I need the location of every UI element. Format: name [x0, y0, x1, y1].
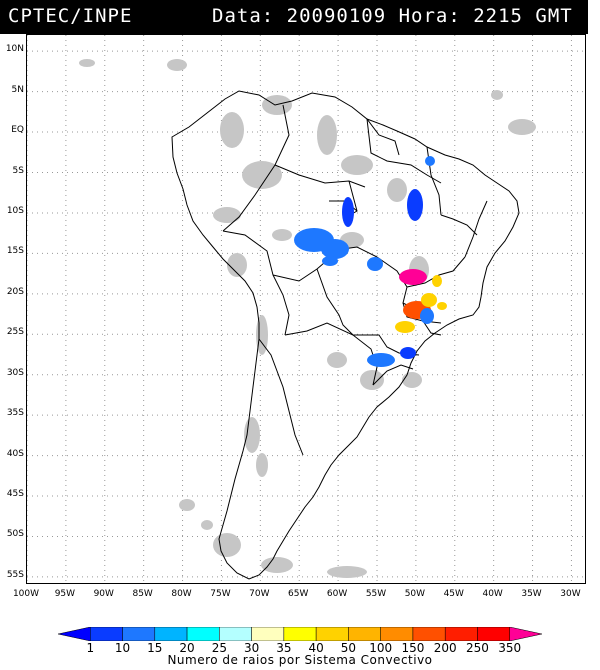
lat-lon-grid [27, 35, 585, 583]
convective-cell [421, 293, 437, 307]
colorbar-segment [412, 627, 446, 641]
lat-label: EQ [11, 125, 24, 136]
lat-label: 55S [6, 569, 24, 580]
colorbar-value: 40 [308, 641, 324, 655]
colorbar-segment [251, 627, 285, 641]
convective-cell [322, 256, 338, 266]
agency-title: CPTEC/INPE [8, 5, 133, 27]
colorbar-caption: Numero de raios por Sistema Convectivo [167, 653, 433, 667]
colorbar-segment [122, 627, 156, 641]
lat-label: 30S [6, 367, 24, 378]
map-canvas [27, 35, 585, 583]
lon-label: 50W [404, 589, 426, 599]
convective-cell [342, 197, 354, 227]
colorbar-value: 10 [114, 641, 131, 655]
lon-label: 35W [521, 589, 542, 599]
lat-label: 35S [6, 408, 24, 419]
lon-label: 85W [132, 589, 153, 599]
colorbar-segment [154, 627, 188, 641]
lon-label: 65W [288, 589, 309, 599]
lon-label: 45W [443, 589, 464, 599]
convective-cell [407, 189, 423, 221]
convective-cells [294, 156, 447, 367]
cloud-cover [79, 59, 536, 578]
lon-label: 55W [365, 589, 387, 599]
convective-cell [367, 353, 395, 367]
colorbar-segment [348, 627, 381, 641]
colorbar-segment [219, 627, 252, 641]
lon-label: 60W [326, 589, 348, 599]
colorbar-segment [283, 627, 317, 641]
lon-label: 40W [482, 589, 503, 599]
colorbar-segment [315, 627, 349, 641]
convective-cell [395, 321, 415, 333]
colorbar-value: 150 [401, 641, 425, 655]
colorbar-value: 250 [466, 641, 489, 655]
colorbar-segment [509, 627, 542, 641]
lat-label: 45S [6, 489, 24, 500]
colorbar-value: 25 [211, 641, 227, 655]
lat-label: 5N [11, 84, 24, 95]
lon-label: 75W [210, 589, 231, 599]
lat-label: 10S [6, 205, 24, 216]
colorbar-segment [90, 627, 123, 641]
convective-cell [432, 275, 442, 287]
datetime-title: Data: 20090109 Hora: 2215 GMT [212, 5, 573, 27]
lat-label: 10N [5, 44, 24, 55]
colorbar [58, 627, 542, 641]
colorbar-value: 100 [369, 641, 393, 655]
lat-label: 20S [6, 286, 24, 297]
lat-label: 15S [6, 246, 24, 257]
colorbar-value: 350 [498, 641, 522, 655]
lat-label: 40S [6, 448, 24, 459]
convective-cell [399, 269, 427, 285]
convective-cell [420, 308, 434, 324]
colorbar-value: 200 [433, 641, 457, 655]
lat-label: 5S [12, 165, 24, 176]
map-frame [26, 34, 586, 584]
convective-cell [425, 156, 435, 166]
colorbar-value: 35 [276, 641, 292, 655]
colorbar-value: 30 [243, 641, 260, 655]
lat-label: 50S [6, 529, 24, 540]
lon-label: 80W [171, 589, 192, 599]
lat-label: 25S [6, 327, 24, 338]
colorbar-value: 15 [147, 641, 163, 655]
colorbar-value: 20 [179, 641, 195, 655]
lon-label: 90W [93, 589, 114, 599]
colorbar-value: 1 [86, 641, 95, 655]
colorbar-segment [186, 627, 220, 641]
colorbar-segment [58, 627, 91, 641]
colorbar-value: 50 [340, 641, 357, 655]
lon-label: 70W [249, 589, 270, 599]
colorbar-segment [380, 627, 414, 641]
lon-label: 95W [54, 589, 76, 599]
convective-cell [321, 239, 349, 259]
lon-label: 100W [12, 589, 40, 599]
lon-label: 30W [560, 589, 581, 599]
colorbar-segment [444, 627, 478, 641]
colorbar-segment [477, 627, 510, 641]
title-bar: CPTEC/INPE Data: 20090109 Hora: 2215 GMT [0, 0, 588, 34]
convective-cell [437, 302, 447, 310]
convective-cell [400, 347, 416, 359]
convective-cell [367, 257, 383, 271]
